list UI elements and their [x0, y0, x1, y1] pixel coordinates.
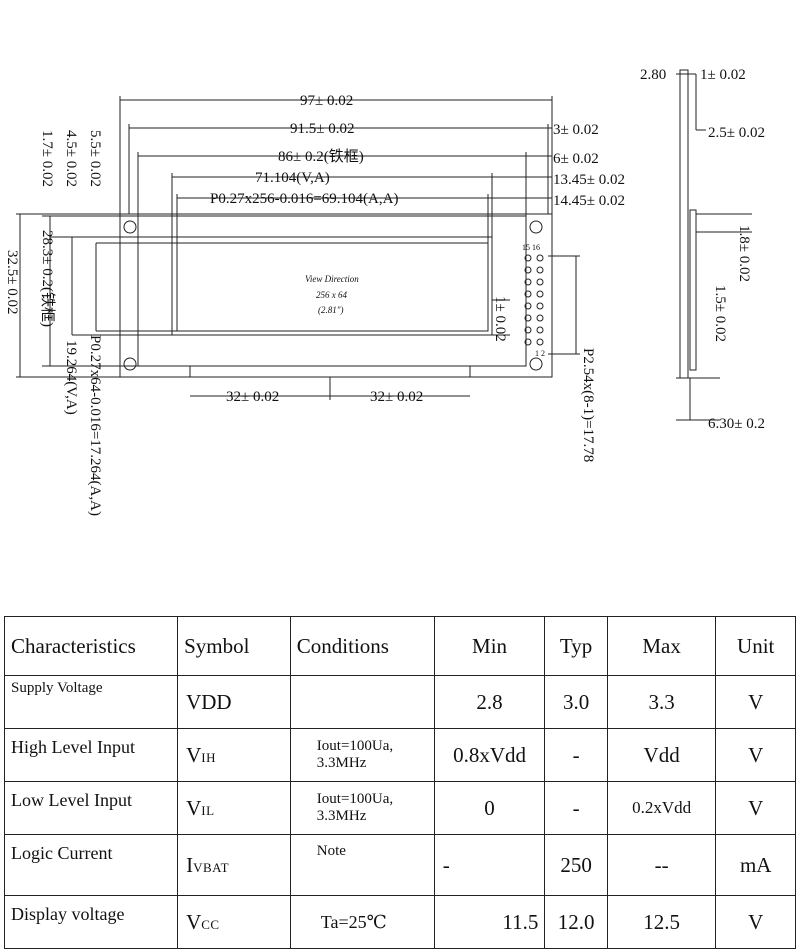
- side-view-pcb: [689, 209, 697, 371]
- dim-6-30: 6.30± 0.2: [708, 416, 765, 432]
- row-unit: mA: [715, 834, 796, 896]
- row-symbol: VDD: [177, 675, 291, 729]
- mount-hole-tr: [529, 220, 543, 234]
- mechanical-drawing: 97± 0.02 91.5± 0.02 86± 0.2(铁框) 71.104(V…: [4, 67, 765, 516]
- dim-91-5: 91.5± 0.02: [290, 121, 354, 137]
- pin-label-top: 15 16: [522, 243, 540, 252]
- dim-28-3: 28.3± 0.2(铁框): [39, 230, 56, 327]
- row-symbol: VIL: [177, 781, 291, 835]
- dim-side-1: 1± 0.02: [700, 67, 746, 83]
- viewing-area: [171, 236, 493, 336]
- dim-5-5: 5.5± 0.02: [87, 130, 103, 187]
- row-min: -: [433, 834, 546, 896]
- dim-4-5: 4.5± 0.02: [63, 130, 79, 187]
- row-symbol: IVBAT: [177, 834, 291, 896]
- resolution-label: 256 x 64: [316, 290, 347, 300]
- view-direction-label: View Direction: [305, 274, 359, 284]
- table-row: Low Level Input VIL Iout=100Ua, 3.3MHz 0 …: [3, 781, 796, 835]
- table-header-row: Characteristics Symbol Conditions Min Ty…: [3, 616, 796, 676]
- row-name: Supply Voltage: [3, 675, 179, 729]
- row-max: Vdd: [606, 728, 717, 782]
- dim-71-104: 71.104(V,A): [255, 170, 330, 186]
- dim-pitch-h: P0.27x256-0.016=69.104(A,A): [210, 191, 398, 207]
- dim-1-8: 1.8± 0.02: [736, 225, 752, 282]
- dim-13-45: 13.45± 0.02: [553, 172, 625, 188]
- row-name: Display voltage: [3, 895, 179, 949]
- pin-label-bottom: 1 2: [535, 349, 545, 358]
- row-typ: 250: [544, 834, 608, 896]
- row-symbol: VIH: [177, 728, 291, 782]
- row-unit: V: [715, 895, 796, 949]
- bottom-notch: [189, 366, 471, 378]
- row-min: 0.8xVdd: [433, 728, 546, 782]
- spec-table: Characteristics Symbol Conditions Min Ty…: [3, 616, 796, 949]
- row-min: 0: [433, 781, 546, 835]
- dim-14-45: 14.45± 0.02: [553, 193, 625, 209]
- row-conditions: [289, 675, 435, 729]
- header-typ: Typ: [544, 616, 608, 676]
- table-row: Logic Current IVBAT Note - 250 -- mA: [3, 834, 796, 896]
- dim-3: 3± 0.02: [553, 122, 599, 138]
- dim-1-7: 1.7± 0.02: [39, 130, 55, 187]
- header-unit: Unit: [715, 616, 796, 676]
- row-max: --: [606, 834, 717, 896]
- diagonal-label: (2.81"): [318, 305, 344, 315]
- mount-hole-tl: [123, 220, 137, 234]
- row-conditions: Ta=25℃: [289, 895, 435, 949]
- dim-32-right: 32± 0.02: [370, 389, 423, 405]
- row-conditions: Iout=100Ua, 3.3MHz: [289, 728, 435, 782]
- row-max: 3.3: [606, 675, 717, 729]
- row-name: High Level Input: [3, 728, 179, 782]
- header-characteristics: Characteristics: [3, 616, 179, 676]
- row-typ: 3.0: [544, 675, 608, 729]
- active-area: [176, 242, 489, 332]
- row-conditions: Note: [289, 834, 435, 896]
- dim-2-80: 2.80: [640, 67, 666, 83]
- row-symbol: VCC: [177, 895, 291, 949]
- row-conditions: Iout=100Ua, 3.3MHz: [289, 781, 435, 835]
- mount-hole-bl: [123, 357, 137, 371]
- table-row: Display voltage VCC Ta=25℃ 11.5 12.0 12.…: [3, 895, 796, 949]
- row-unit: V: [715, 675, 796, 729]
- header-pins: [524, 254, 544, 346]
- table-row: Supply Voltage VDD 2.8 3.0 3.3 V: [3, 675, 796, 729]
- row-max: 0.2xVdd: [606, 781, 717, 835]
- mount-hole-br: [529, 357, 543, 371]
- row-unit: V: [715, 728, 796, 782]
- dim-32-5: 32.5± 0.02: [4, 250, 20, 314]
- dim-32-left: 32± 0.02: [226, 389, 279, 405]
- dim-86: 86± 0.2(铁框): [278, 148, 364, 165]
- row-typ: -: [544, 781, 608, 835]
- row-unit: V: [715, 781, 796, 835]
- dim-97: 97± 0.02: [300, 93, 353, 109]
- row-typ: 12.0: [544, 895, 608, 949]
- dim-pitch-v: P0.27x64-0.016=17.264(A,A): [87, 335, 103, 516]
- iron-frame: [137, 215, 527, 367]
- side-view-glass: [679, 69, 689, 379]
- row-max: 12.5: [606, 895, 717, 949]
- dim-2-5: 2.5± 0.02: [708, 125, 765, 141]
- row-min: 2.8: [433, 675, 546, 729]
- dim-1-5: 1.5± 0.02: [712, 285, 728, 342]
- header-conditions: Conditions: [289, 616, 435, 676]
- dim-19-264: 19.264(V,A): [63, 340, 79, 415]
- dim-1: 1± 0.02: [492, 296, 508, 342]
- header-min: Min: [433, 616, 546, 676]
- row-name: Logic Current: [3, 834, 179, 896]
- row-name: Low Level Input: [3, 781, 179, 835]
- row-typ: -: [544, 728, 608, 782]
- row-min: 11.5: [433, 895, 546, 949]
- dim-6: 6± 0.02: [553, 151, 599, 167]
- table-row: High Level Input VIH Iout=100Ua, 3.3MHz 0…: [3, 728, 796, 782]
- header-symbol: Symbol: [177, 616, 291, 676]
- dim-pin-pitch: P2.54x(8-1)=17.78: [580, 348, 596, 462]
- header-max: Max: [606, 616, 717, 676]
